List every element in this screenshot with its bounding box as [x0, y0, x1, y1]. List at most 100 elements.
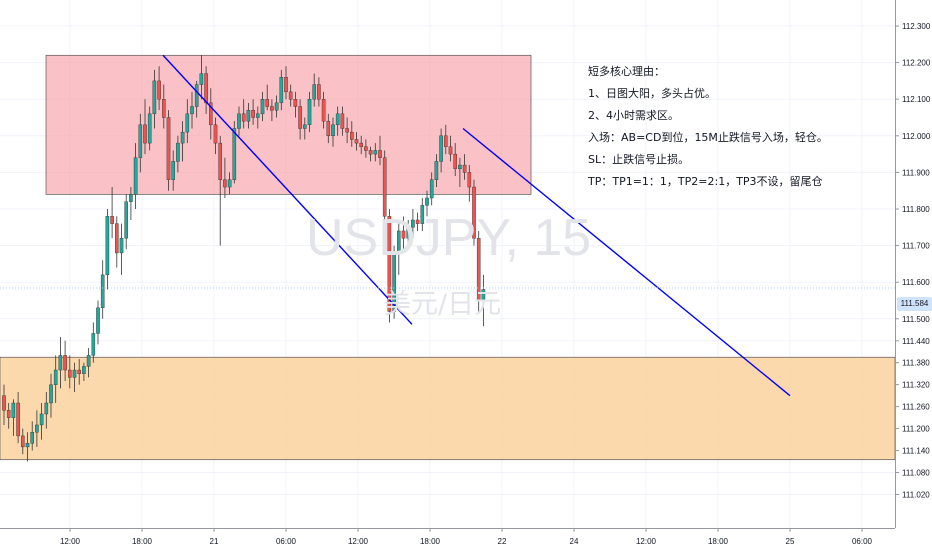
x-tick-label: 18:00 [708, 537, 729, 546]
note-stop-loss: SL：止跌信号止损。 [588, 153, 690, 166]
candle-body [114, 223, 119, 254]
candle-body [110, 216, 114, 224]
candle-body [185, 113, 190, 133]
candle-body [411, 219, 415, 228]
candle-body [335, 113, 340, 126]
candle-body [124, 201, 128, 239]
candle-body [453, 153, 458, 169]
candle-body [105, 216, 110, 276]
y-tick-label: 111.900 [902, 168, 930, 177]
x-tick-label: 12:00 [636, 537, 657, 546]
candle-body [401, 230, 406, 239]
candle-body [96, 307, 100, 334]
candle-body [58, 355, 63, 371]
candle-body [2, 395, 6, 411]
candle-body [166, 117, 171, 180]
candle-body [354, 139, 359, 144]
candle-body [44, 402, 49, 415]
y-tick-label: 111.800 [902, 205, 930, 214]
x-tick-label: 18:00 [420, 537, 441, 546]
candle-body [176, 142, 180, 162]
candle-body [439, 135, 443, 162]
candle-body [72, 369, 77, 378]
candle-body [194, 84, 199, 107]
candle-body [223, 179, 227, 188]
candle-body [119, 238, 124, 254]
trendlines[interactable] [162, 54, 791, 397]
candle-body [467, 172, 472, 188]
candle-body [251, 109, 255, 118]
candle-body [241, 113, 246, 122]
zones [0, 54, 896, 461]
note-take-profit: TP：TP1=1：1，TP2=2:1，TP3不设，留尾仓 [588, 175, 823, 188]
candle-body [448, 146, 453, 155]
candle-body [91, 333, 96, 356]
y-tick-label: 111.260 [902, 403, 930, 412]
x-tick-label: 25 [786, 537, 795, 546]
candle-body [35, 424, 39, 433]
y-tick-label: 112.100 [902, 95, 931, 104]
candle-body [382, 157, 387, 217]
candle-body [326, 120, 331, 137]
candle-body [21, 435, 25, 448]
note-reason-2: 2、4小时需求区。 [588, 109, 679, 122]
candle-body [420, 205, 425, 224]
y-tick-label: 111.080 [902, 469, 930, 478]
candle-body [152, 80, 157, 115]
candle-body [157, 80, 161, 100]
candle-body [77, 369, 81, 374]
x-tick-label: 24 [570, 537, 579, 546]
candles [2, 55, 486, 462]
candle-body [425, 197, 429, 206]
candle-body [481, 289, 486, 301]
candle-body [444, 135, 448, 147]
candle-body [147, 113, 152, 144]
candle-body [321, 98, 326, 122]
watermark-description: 美元/日元 [384, 289, 502, 320]
candle-body [392, 252, 396, 312]
candle-body [227, 179, 232, 188]
y-tick-label: 111.700 [902, 242, 930, 251]
candle-body [161, 98, 166, 118]
x-tick-label: 06:00 [276, 537, 297, 546]
y-tick-label: 111.500 [902, 315, 930, 324]
watermark-symbol: USDJPY, 15 [306, 209, 592, 267]
candle-body [317, 84, 321, 100]
candle-body [293, 98, 298, 107]
candle-body [133, 157, 138, 195]
x-tick-label: 06:00 [852, 537, 873, 546]
candle-body [284, 77, 288, 93]
note-title: 短多核心理由： [588, 65, 665, 78]
x-tick-label: 18:00 [132, 537, 153, 546]
candle-body [30, 432, 35, 444]
candle-body [373, 150, 378, 155]
candle-body [86, 355, 91, 367]
candle-body [415, 219, 420, 224]
candle-body [16, 402, 20, 437]
candle-body [350, 131, 354, 140]
candle-body [378, 150, 382, 158]
candle-body [288, 91, 293, 100]
candle-body [472, 186, 476, 239]
candle-body [180, 131, 185, 144]
candle-body [397, 230, 401, 254]
resistance-zone [45, 54, 532, 195]
x-tick-label: 12:00 [60, 537, 81, 546]
y-tick-label: 111.320 [902, 381, 930, 390]
candle-body [82, 366, 86, 374]
candle-body [232, 128, 237, 180]
candle-body [246, 109, 251, 122]
x-tick-label: 21 [210, 537, 219, 546]
candle-body [331, 124, 335, 136]
candle-body [307, 98, 312, 126]
candle-body [49, 384, 53, 404]
y-tick-label: 111.020 [902, 490, 930, 499]
candle-body [11, 402, 16, 418]
candle-body [298, 106, 302, 129]
candle-body [190, 106, 194, 115]
candle-body [129, 194, 133, 202]
candle-body [213, 124, 218, 144]
